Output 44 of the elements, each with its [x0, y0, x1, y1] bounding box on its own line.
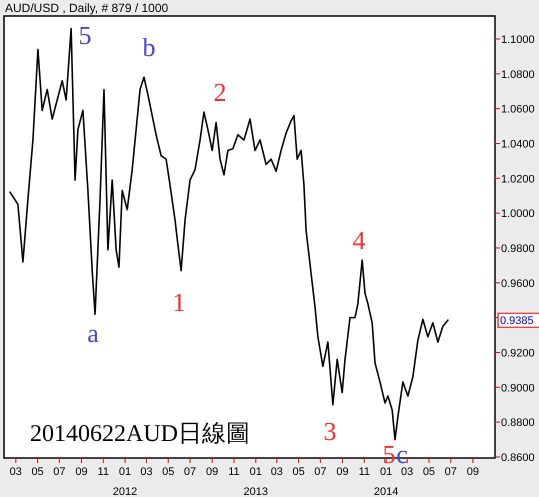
x-tick-label: 09	[206, 466, 218, 478]
x-tick-label: 01 2013	[244, 466, 268, 497]
y-tick-label: 1.0200	[501, 173, 535, 186]
y-tick-label: 1.0800	[501, 68, 535, 81]
x-tick-label: 09	[75, 466, 88, 478]
x-tick-label: 11	[358, 466, 370, 478]
y-tick-label: 0.8800	[501, 417, 535, 430]
annotation: b	[142, 33, 156, 62]
annotation: 3	[324, 417, 336, 446]
y-tick-label: 0.9800	[501, 242, 535, 255]
x-tick-label: 03	[140, 466, 153, 478]
annotation: 1	[172, 288, 186, 317]
annotation: 20140622AUD日線圖	[30, 421, 250, 447]
annotation: a	[87, 319, 100, 348]
x-tick-label: 05	[162, 466, 174, 478]
x-tick-label: 01 2014	[374, 466, 398, 497]
annotation: 2	[214, 78, 226, 107]
x-tick-label: 03	[270, 466, 283, 478]
y-tick-label: 0.9000	[501, 382, 535, 394]
annotation: 5	[78, 21, 92, 50]
x-tick-label: 05	[292, 466, 305, 478]
chart-title: AUD/USD , Daily, # 879 / 1000	[5, 1, 169, 15]
x-tick-label: 11	[228, 466, 240, 478]
annotation: 4	[352, 226, 366, 255]
x-tick-label: 09	[466, 466, 479, 478]
x-tick-label: 11	[98, 466, 109, 478]
x-tick-label: 09	[336, 466, 349, 478]
x-tick-label: 07	[53, 466, 66, 478]
x-tick-label: 07	[184, 466, 196, 478]
y-tick-label: 1.0600	[501, 104, 535, 116]
x-tick-label: 05	[422, 466, 436, 478]
y-tick-label: 1.1000	[501, 34, 535, 46]
x-tick-label: 05	[31, 466, 44, 478]
y-tick-label: 0.9200	[501, 347, 535, 360]
x-tick-label: 07	[314, 466, 327, 478]
x-tick-label: 01 2012	[112, 466, 138, 497]
x-tick-label: 03	[10, 466, 22, 478]
y-tick-label: 0.9600	[501, 278, 535, 290]
y-tick-label: 1.0000	[501, 208, 535, 220]
y-tick-label: 0.8600	[501, 452, 535, 464]
last-price: 0.9385	[498, 312, 539, 328]
x-tick-label: 03	[401, 466, 414, 478]
y-tick-label: 1.0400	[501, 138, 535, 150]
x-tick-label: 07	[444, 466, 457, 478]
